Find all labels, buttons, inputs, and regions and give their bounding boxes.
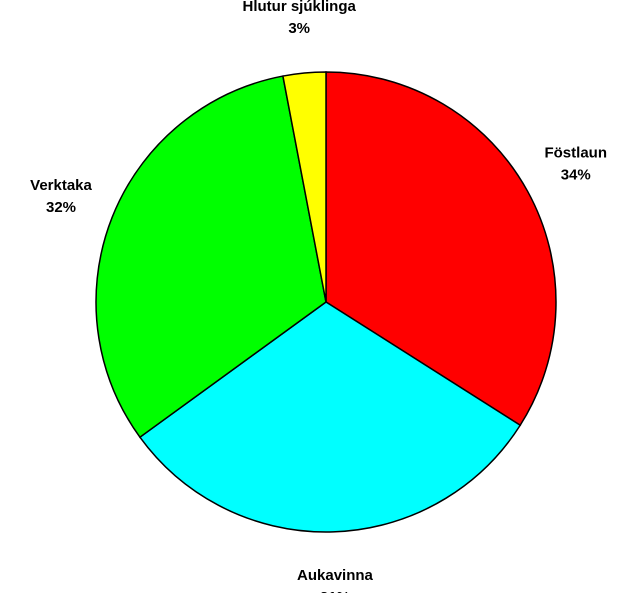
slice-label: Verktaka (30, 177, 92, 194)
slice-value-label: 32% (46, 199, 76, 216)
pie-slice (138, 301, 522, 533)
slice-label: Aukavinna (297, 567, 374, 584)
pie-slice (95, 75, 327, 439)
slice-value-label: 34% (561, 167, 591, 184)
slice-label: Hlutur sjúklinga (243, 0, 357, 15)
slice-value-label: 3% (288, 20, 310, 37)
pie-slice (282, 71, 327, 303)
pie-slice (325, 71, 557, 427)
slice-label: Föstlaun (544, 145, 607, 162)
slice-value-label: 31% (320, 589, 350, 593)
